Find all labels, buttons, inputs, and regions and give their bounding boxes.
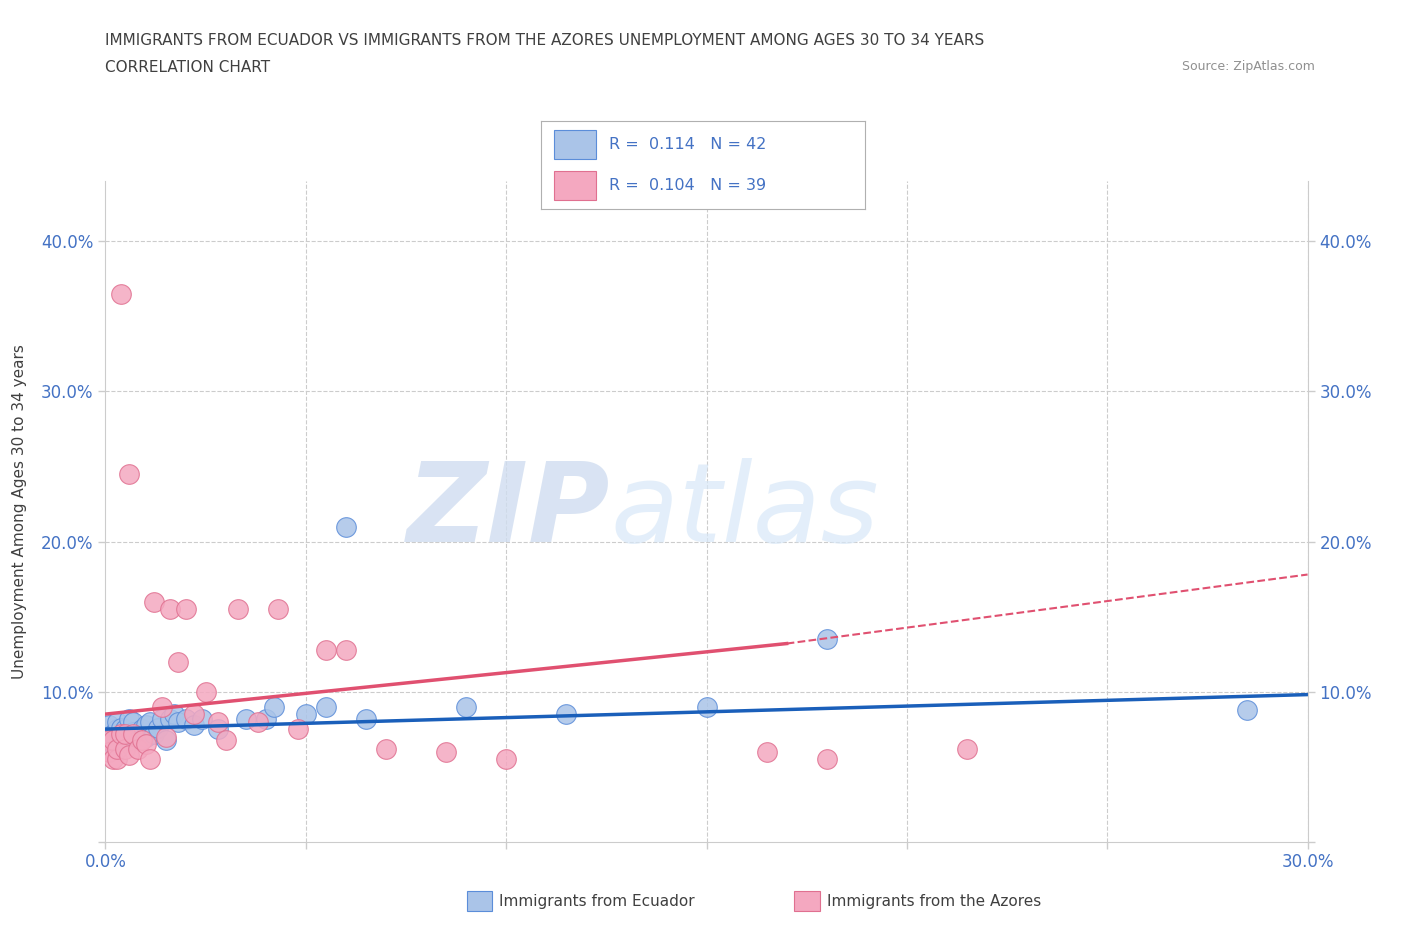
Point <box>107 722 129 737</box>
Point <box>107 714 129 729</box>
Point <box>696 699 718 714</box>
Point <box>815 751 838 766</box>
Point <box>166 654 188 669</box>
Point <box>267 602 290 617</box>
Point <box>226 602 249 617</box>
Point <box>103 737 125 751</box>
Point <box>98 729 121 744</box>
Point <box>335 519 357 534</box>
Point <box>98 732 121 747</box>
Point <box>131 722 153 737</box>
Bar <box>554 130 596 159</box>
Point <box>110 726 132 741</box>
Point <box>183 707 205 722</box>
Point <box>110 732 132 747</box>
Point <box>174 711 197 726</box>
Point <box>122 726 145 741</box>
Point <box>190 711 212 726</box>
Point <box>122 724 145 739</box>
Point <box>114 722 136 737</box>
Text: atlas: atlas <box>610 458 879 565</box>
Point <box>107 741 129 756</box>
Point <box>295 707 318 722</box>
Text: ZIP: ZIP <box>406 458 610 565</box>
Point <box>454 699 477 714</box>
Point <box>127 741 149 756</box>
Point <box>555 707 578 722</box>
Y-axis label: Unemployment Among Ages 30 to 34 years: Unemployment Among Ages 30 to 34 years <box>13 344 27 679</box>
Text: R =  0.114   N = 42: R = 0.114 N = 42 <box>609 137 766 152</box>
Point <box>103 732 125 747</box>
Point <box>374 741 398 756</box>
Point <box>162 707 184 722</box>
Point <box>354 711 377 726</box>
Point <box>142 726 165 741</box>
Point <box>103 751 125 766</box>
Point <box>155 729 177 744</box>
Point <box>335 642 357 657</box>
Point <box>118 732 141 747</box>
Point <box>159 711 181 726</box>
Point <box>98 744 121 759</box>
Point <box>287 722 309 737</box>
Point <box>103 726 125 741</box>
Point <box>174 602 197 617</box>
Point <box>98 717 121 732</box>
Point <box>135 737 157 751</box>
Point <box>110 720 132 735</box>
Point <box>207 714 229 729</box>
Point <box>150 699 173 714</box>
Point <box>135 729 157 744</box>
Point <box>1236 702 1258 717</box>
Point <box>254 711 277 726</box>
Text: R =  0.104   N = 39: R = 0.104 N = 39 <box>609 178 766 193</box>
Point <box>131 732 153 747</box>
Point <box>495 751 517 766</box>
Point <box>235 711 257 726</box>
Point <box>315 699 337 714</box>
Point <box>214 732 236 747</box>
Point <box>107 751 129 766</box>
Point <box>135 717 157 732</box>
Point <box>815 631 838 646</box>
Point <box>159 602 181 617</box>
Point <box>142 594 165 609</box>
Point <box>114 729 136 744</box>
Point <box>110 286 132 301</box>
Point <box>114 741 136 756</box>
Point <box>246 714 269 729</box>
Point <box>183 717 205 732</box>
Point <box>755 744 778 759</box>
Point <box>956 741 979 756</box>
Text: IMMIGRANTS FROM ECUADOR VS IMMIGRANTS FROM THE AZORES UNEMPLOYMENT AMONG AGES 30: IMMIGRANTS FROM ECUADOR VS IMMIGRANTS FR… <box>105 33 984 47</box>
Point <box>138 714 160 729</box>
Point <box>146 720 169 735</box>
Bar <box>554 171 596 201</box>
Point <box>434 744 457 759</box>
Text: CORRELATION CHART: CORRELATION CHART <box>105 60 270 75</box>
Point <box>263 699 285 714</box>
Point <box>155 732 177 747</box>
Point <box>315 642 337 657</box>
Text: Immigrants from Ecuador: Immigrants from Ecuador <box>499 894 695 909</box>
Point <box>118 711 141 726</box>
Point <box>207 722 229 737</box>
Point <box>118 747 141 762</box>
Point <box>138 751 160 766</box>
Point <box>150 711 173 726</box>
Point <box>114 726 136 741</box>
Point <box>122 714 145 729</box>
Text: Source: ZipAtlas.com: Source: ZipAtlas.com <box>1181 60 1315 73</box>
Point <box>118 467 141 482</box>
Point <box>194 684 217 699</box>
Point <box>127 732 149 747</box>
Text: Immigrants from the Azores: Immigrants from the Azores <box>827 894 1040 909</box>
Point <box>166 714 188 729</box>
